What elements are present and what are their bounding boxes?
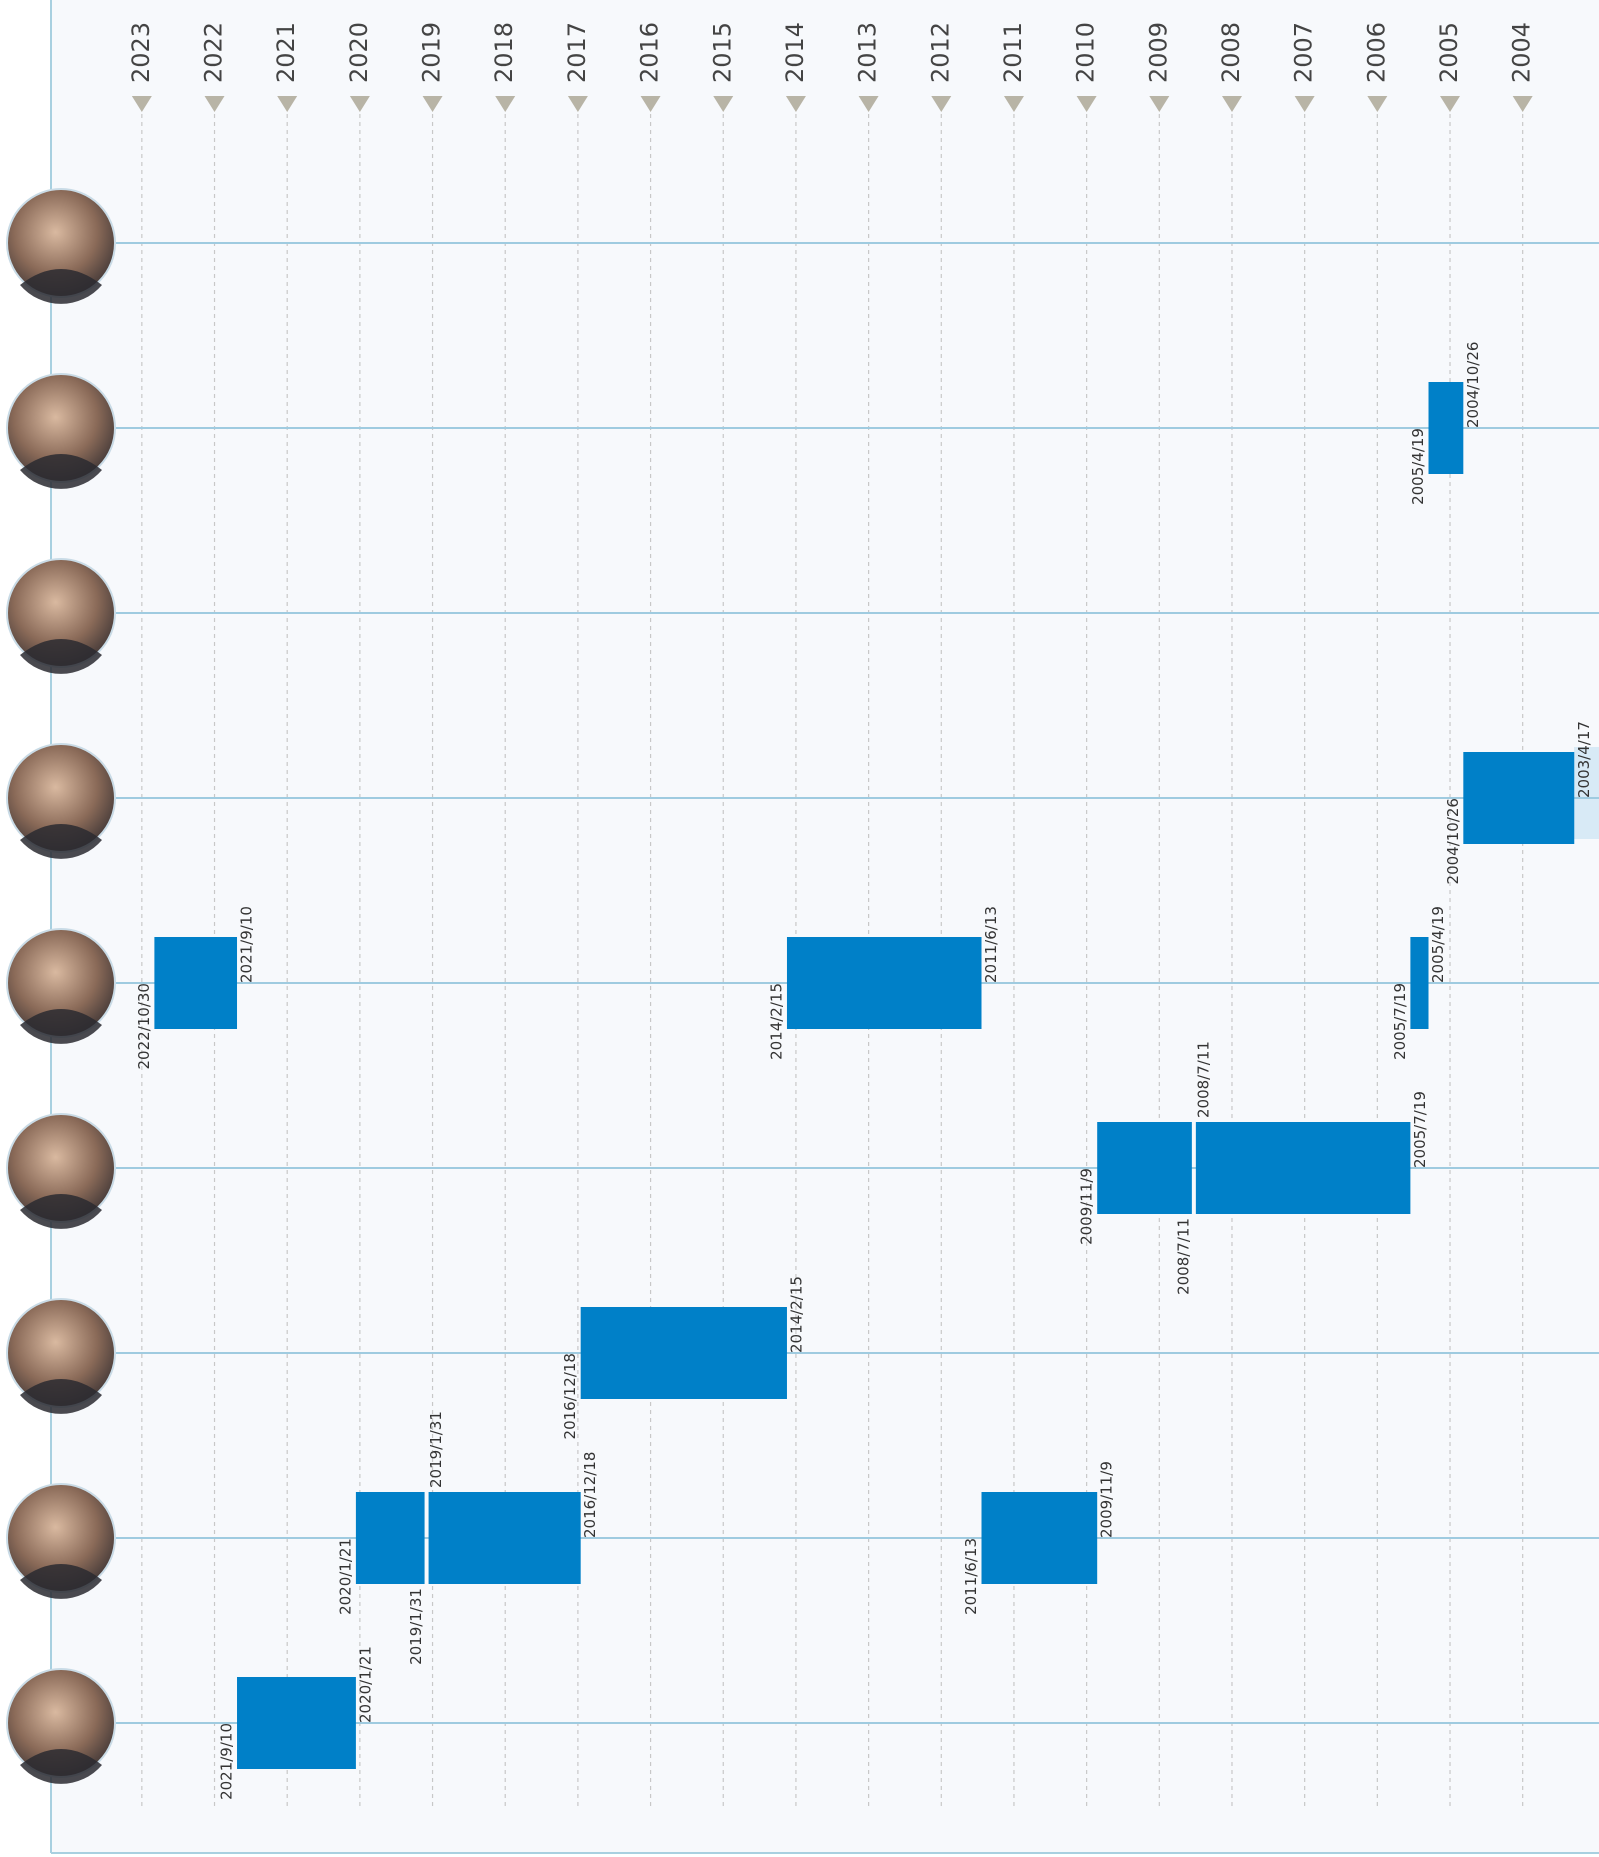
start-date-label: 2020/1/21 (356, 1646, 374, 1723)
bar (1428, 382, 1464, 474)
bar (428, 1492, 581, 1584)
tick-marker (131, 96, 152, 112)
tick-marker (422, 96, 443, 112)
bar (1410, 937, 1429, 1029)
x-tick-label: 2010 (1072, 22, 1100, 83)
tick-marker (1294, 96, 1315, 112)
x-tick-label: 2009 (1144, 22, 1172, 83)
portrait-shoulders (20, 1749, 102, 1784)
tick-marker (277, 96, 298, 112)
tick-marker (1149, 96, 1170, 112)
end-date-label: 2014/2/15 (767, 983, 785, 1060)
bar-continuation (1574, 747, 1599, 839)
start-date-label: 2021/9/10 (238, 906, 256, 983)
x-tick-label: 2014 (781, 22, 809, 83)
tick-marker (785, 96, 806, 112)
x-tick-label: 2015 (708, 22, 736, 83)
start-date-label: 2016/12/18 (581, 1452, 599, 1538)
x-tick-label: 2016 (636, 22, 664, 83)
end-date-label: 2004/10/26 (1444, 798, 1462, 884)
bar (981, 1492, 1098, 1584)
grid: 2023 2022 2021 2020 2019 2018 2017 2016 2015 2014… (127, 22, 1536, 1810)
bar (580, 1307, 787, 1399)
tick-marker (204, 96, 225, 112)
x-tick-label: 2021 (272, 22, 300, 83)
end-date-label: 2009/11/9 (1078, 1168, 1096, 1245)
x-tick-label: 2019 (418, 22, 446, 83)
x-tick-label: 2004 (1508, 22, 1536, 83)
tick-marker (1003, 96, 1024, 112)
bar (154, 937, 238, 1029)
x-tick-label: 2022 (200, 22, 228, 83)
tick-marker (931, 96, 952, 112)
end-date-label: 2011/6/13 (962, 1538, 980, 1615)
start-date-label: 2004/10/26 (1464, 342, 1482, 428)
tick-marker (1440, 96, 1461, 112)
tick-marker (495, 96, 516, 112)
start-date-label: 2008/7/11 (1194, 1041, 1212, 1118)
x-tick-label: 2011 (999, 22, 1027, 83)
start-date-label: 2003/4/17 (1575, 721, 1593, 798)
bar (1463, 752, 1575, 844)
x-tick-label: 2023 (127, 22, 155, 83)
bar (1195, 1122, 1411, 1214)
x-tick-label: 2012 (926, 22, 954, 83)
x-tick-label: 2007 (1290, 22, 1318, 83)
start-date-label: 2005/4/19 (1429, 906, 1447, 983)
tick-marker (858, 96, 879, 112)
start-date-label: 2009/11/9 (1098, 1461, 1116, 1538)
x-tick-label: 2020 (345, 22, 373, 83)
portrait-shoulders (20, 1379, 102, 1414)
portrait-shoulders (20, 1009, 102, 1044)
end-date-label: 2020/1/21 (336, 1538, 354, 1615)
portrait-shoulders (20, 639, 102, 674)
start-date-label: 2014/2/15 (787, 1276, 805, 1353)
end-date-label: 2019/1/31 (407, 1588, 425, 1665)
end-date-label: 2005/7/19 (1391, 983, 1409, 1060)
tick-marker (1076, 96, 1097, 112)
portrait-shoulders (20, 1194, 102, 1229)
tick-marker (567, 96, 588, 112)
end-date-label: 2005/4/19 (1409, 428, 1427, 505)
start-date-label: 2019/1/31 (427, 1411, 445, 1488)
end-date-label: 2021/9/10 (218, 1723, 236, 1800)
tick-marker (349, 96, 370, 112)
x-tick-label: 2005 (1435, 22, 1463, 83)
x-tick-label: 2006 (1362, 22, 1390, 83)
tick-marker (1367, 96, 1388, 112)
bar (237, 1677, 356, 1769)
tick-marker (1221, 96, 1242, 112)
x-tick-label: 2008 (1217, 22, 1245, 83)
bar (786, 937, 982, 1029)
end-date-label: 2016/12/18 (561, 1353, 579, 1439)
end-date-label: 2022/10/30 (135, 983, 153, 1069)
bar (1097, 1122, 1192, 1214)
plot-background (51, 0, 1599, 1853)
end-date-label: 2008/7/11 (1174, 1218, 1192, 1295)
tick-marker (713, 96, 734, 112)
portrait-shoulders (20, 454, 102, 489)
labels: 2005/4/19 2004/10/26 2004/10/26 2003/4/17 20… (135, 342, 1593, 1800)
portrait-shoulders (20, 1564, 102, 1599)
portrait-shoulders (20, 824, 102, 859)
x-tick-label: 2018 (490, 22, 518, 83)
portrait-shoulders (20, 269, 102, 304)
photos (6, 188, 116, 1784)
tick-marker (640, 96, 661, 112)
start-date-label: 2005/7/19 (1411, 1091, 1429, 1168)
tick-marker (1512, 96, 1533, 112)
x-tick-label: 2017 (563, 22, 591, 83)
bar (355, 1492, 425, 1584)
bars (154, 382, 1575, 1769)
start-date-label: 2011/6/13 (982, 906, 1000, 983)
x-tick-label: 2013 (854, 22, 882, 83)
